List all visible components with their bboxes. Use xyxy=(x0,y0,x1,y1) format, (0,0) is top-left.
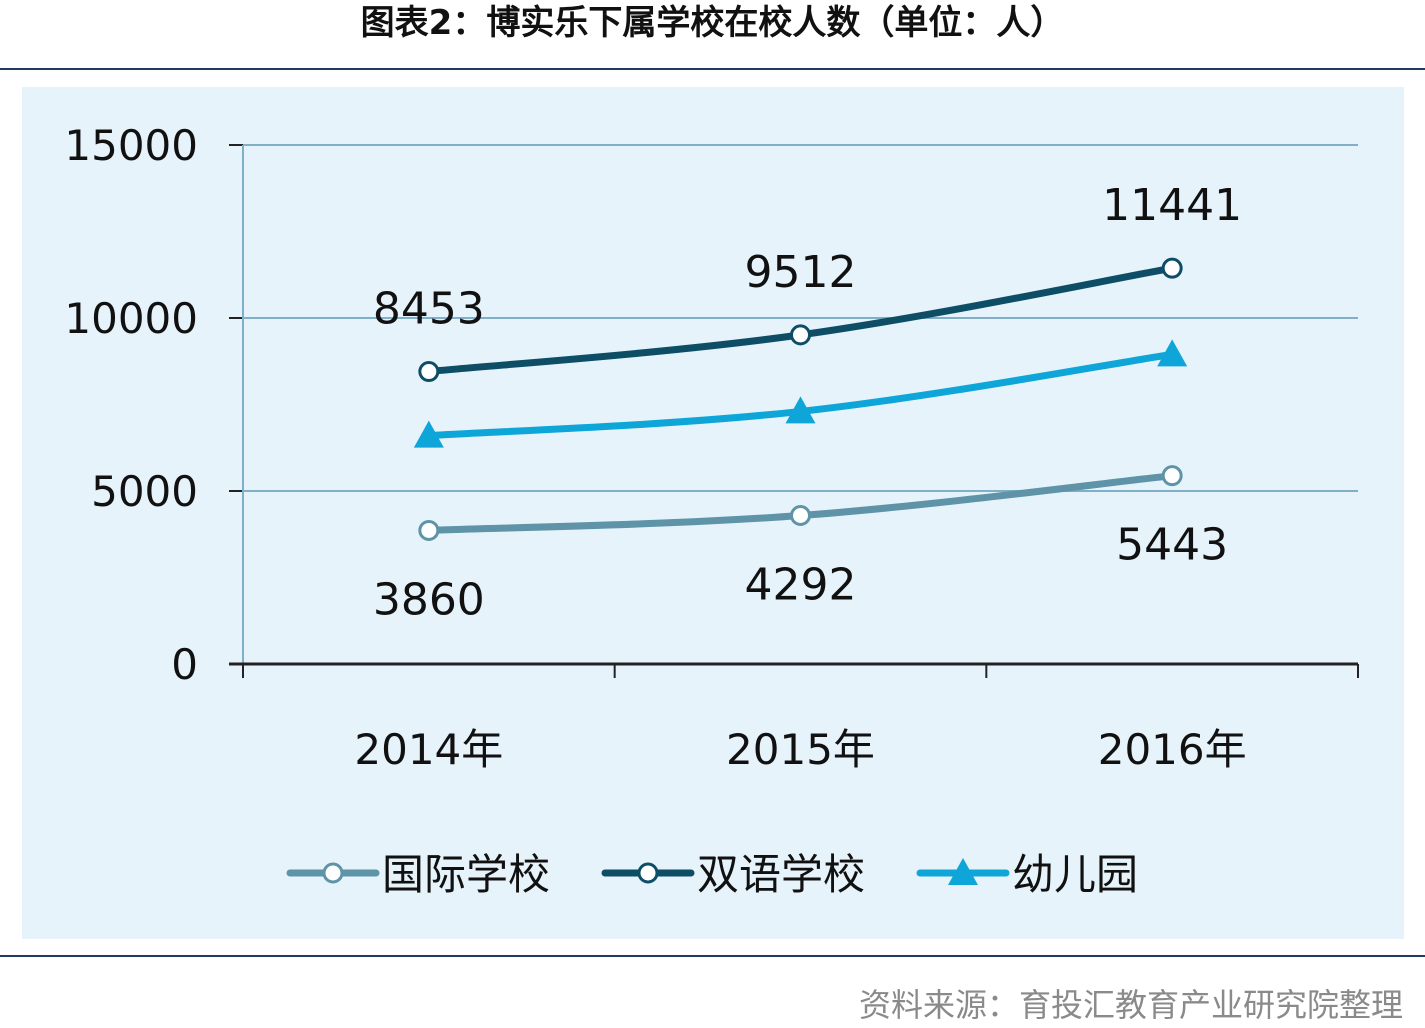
legend-marker xyxy=(322,862,344,884)
legend-label: 国际学校 xyxy=(382,850,550,899)
source-note: 资料来源：育投汇教育产业研究院整理 xyxy=(858,986,1403,1024)
y-tick-label: 0 xyxy=(171,640,198,689)
y-tick-label: 5000 xyxy=(91,467,198,516)
data-label: 8453 xyxy=(373,284,485,335)
chart-panel xyxy=(22,87,1404,939)
bottom-rule xyxy=(0,955,1425,957)
series-line xyxy=(425,350,1176,440)
legend-label: 幼儿园 xyxy=(1012,850,1138,899)
data-point xyxy=(790,504,811,526)
chart-title: 图表2：博实乐下属学校在校人数（单位：人） xyxy=(360,3,1065,43)
legend-marker xyxy=(637,862,659,884)
data-point xyxy=(785,396,816,424)
legend-marker xyxy=(948,858,978,885)
top-rule xyxy=(0,68,1425,70)
data-point xyxy=(790,324,811,346)
data-point xyxy=(418,361,440,383)
data-label: 11441 xyxy=(1102,180,1242,231)
data-point xyxy=(413,420,444,448)
data-point xyxy=(1157,339,1188,367)
data-label: 5443 xyxy=(1116,520,1228,571)
data-point xyxy=(418,519,440,541)
data-point xyxy=(1161,257,1183,279)
data-point xyxy=(1161,465,1183,487)
legend-label: 双语学校 xyxy=(697,850,865,899)
y-tick-label: 10000 xyxy=(64,294,198,343)
x-tick-label: 2016年 xyxy=(1098,725,1247,774)
x-tick-label: 2014年 xyxy=(354,725,503,774)
data-label: 3860 xyxy=(373,574,485,625)
x-tick-label: 2015年 xyxy=(726,725,875,774)
data-label: 4292 xyxy=(745,559,857,610)
y-tick-label: 15000 xyxy=(64,121,198,170)
data-label: 9512 xyxy=(745,247,857,298)
